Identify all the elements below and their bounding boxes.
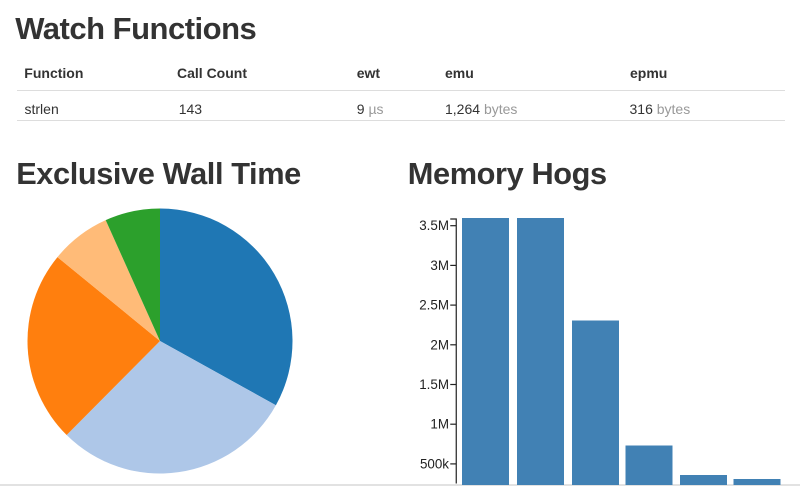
- svg-text:500k: 500k: [420, 456, 449, 471]
- svg-text:1.5M: 1.5M: [419, 377, 449, 392]
- svg-text:3M: 3M: [430, 258, 449, 273]
- svg-text:2M: 2M: [430, 337, 449, 352]
- svg-text:2.5M: 2.5M: [419, 298, 449, 313]
- svg-text:1M: 1M: [430, 417, 449, 432]
- svg-text:3.5M: 3.5M: [419, 218, 449, 233]
